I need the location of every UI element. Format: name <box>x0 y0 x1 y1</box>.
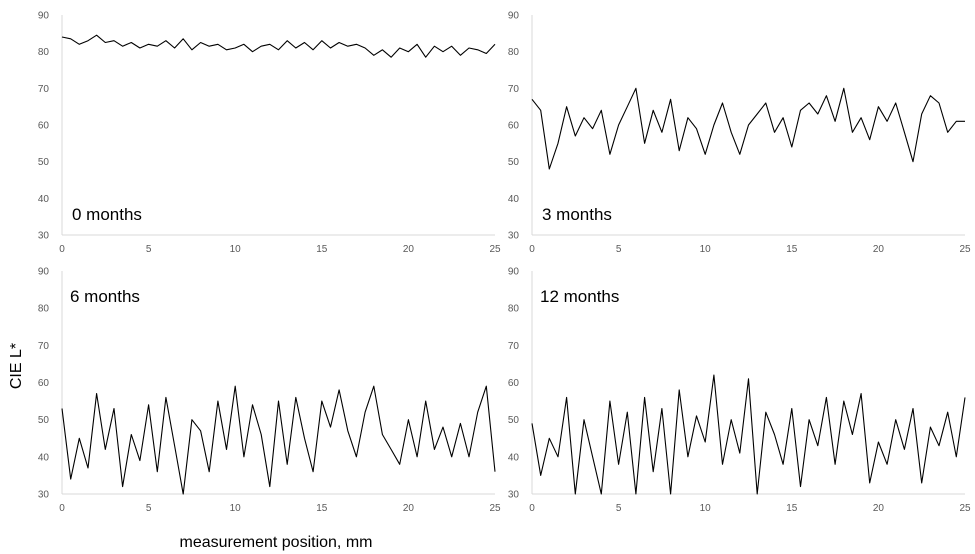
x-tick-label: 10 <box>700 503 712 514</box>
y-tick-label: 60 <box>38 121 50 132</box>
y-tick-label: 80 <box>38 47 50 58</box>
x-tick-label: 20 <box>873 244 885 255</box>
panel-label: 6 months <box>70 287 140 306</box>
x-tick-label: 0 <box>529 244 535 255</box>
x-tick-label: 0 <box>59 244 65 255</box>
y-tick-label: 80 <box>38 304 50 315</box>
x-tick-label: 15 <box>786 503 798 514</box>
x-tick-label: 10 <box>230 503 242 514</box>
y-tick-label: 50 <box>508 157 520 168</box>
y-tick-label: 70 <box>38 341 50 352</box>
y-tick-label: 90 <box>508 267 520 278</box>
y-tick-label: 30 <box>508 231 520 242</box>
x-tick-label: 25 <box>959 503 971 514</box>
x-tick-label: 20 <box>403 244 415 255</box>
y-tick-label: 90 <box>508 11 520 22</box>
panel-label: 0 months <box>72 205 142 224</box>
x-tick-label: 0 <box>529 503 535 514</box>
y-tick-label: 40 <box>38 194 50 205</box>
y-tick-label: 40 <box>38 452 50 463</box>
x-tick-label: 25 <box>959 244 971 255</box>
x-tick-label: 20 <box>403 503 415 514</box>
x-tick-label: 5 <box>616 503 622 514</box>
x-tick-label: 5 <box>146 244 152 255</box>
x-tick-label: 10 <box>700 244 712 255</box>
y-tick-label: 60 <box>38 378 50 389</box>
x-tick-label: 15 <box>316 244 328 255</box>
series-line <box>61 34 496 58</box>
series-line <box>531 87 965 170</box>
x-tick-label: 15 <box>316 503 328 514</box>
panel-label: 3 months <box>542 205 612 224</box>
chart-panel-3-months: 30 40 50 60 70 80 90 0 5 10 15 20 25 3 months <box>508 11 971 256</box>
y-axis-title: CIE L* <box>8 343 25 389</box>
y-tick-label: 70 <box>38 84 50 95</box>
y-tick-label: 50 <box>508 415 520 426</box>
chart-panel-6-months: 30 40 50 60 70 80 90 0 5 10 15 20 25 6 months <box>38 267 501 515</box>
y-tick-label: 50 <box>38 415 50 426</box>
chart-panel-0-months: 30 40 50 60 70 80 90 0 5 10 15 20 25 0 months <box>38 11 501 256</box>
x-tick-label: 5 <box>146 503 152 514</box>
y-tick-label: 80 <box>508 47 520 58</box>
y-tick-label: 80 <box>508 304 520 315</box>
y-tick-label: 90 <box>38 267 50 278</box>
y-tick-label: 30 <box>38 490 50 501</box>
series-line <box>531 374 966 495</box>
x-tick-label: 25 <box>489 503 501 514</box>
y-tick-label: 70 <box>508 341 520 352</box>
y-tick-label: 50 <box>38 157 50 168</box>
x-tick-label: 10 <box>230 244 242 255</box>
y-tick-label: 40 <box>508 194 520 205</box>
y-tick-label: 30 <box>508 490 520 501</box>
x-tick-label: 5 <box>616 244 622 255</box>
series-line <box>61 385 496 495</box>
y-tick-label: 30 <box>38 231 50 242</box>
x-tick-label: 15 <box>786 244 798 255</box>
y-tick-label: 60 <box>508 378 520 389</box>
y-tick-label: 60 <box>508 121 520 132</box>
panel-label: 12 months <box>540 287 619 306</box>
x-tick-label: 25 <box>489 244 501 255</box>
x-tick-label: 20 <box>873 503 885 514</box>
y-tick-label: 40 <box>508 452 520 463</box>
x-axis-title: measurement position, mm <box>180 534 373 551</box>
x-tick-label: 0 <box>59 503 65 514</box>
y-tick-label: 90 <box>38 11 50 22</box>
y-tick-label: 70 <box>508 84 520 95</box>
chart-panel-12-months: 30 40 50 60 70 80 90 0 5 10 15 20 25 12 months <box>508 267 971 515</box>
